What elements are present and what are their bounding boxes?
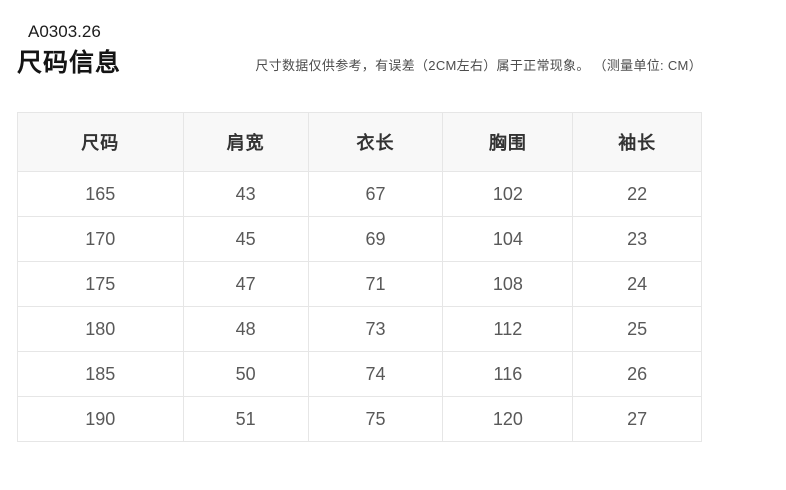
table-cell: 24 xyxy=(572,261,702,307)
table-cell: 27 xyxy=(572,396,702,442)
table-cell: 73 xyxy=(307,306,444,352)
section-header: 尺码信息 尺寸数据仅供参考，有误差（2CM左右）属于正常现象。 （测量单位: C… xyxy=(17,49,702,78)
size-table-header-row: 尺码 肩宽 衣长 胸围 袖长 xyxy=(17,112,702,172)
size-chart-table: 尺码 肩宽 衣长 胸围 袖长 165 43 67 102 22 170 45 69 104 23 175 47… xyxy=(17,112,702,442)
table-cell: 74 xyxy=(307,351,444,397)
table-cell: 71 xyxy=(307,261,444,307)
measurement-note: 尺寸数据仅供参考，有误差（2CM左右）属于正常现象。 （测量单位: CM） xyxy=(255,57,702,73)
table-cell: 104 xyxy=(442,216,574,262)
table-cell: 26 xyxy=(572,351,702,397)
table-cell: 50 xyxy=(182,351,309,397)
table-cell: 23 xyxy=(572,216,702,262)
table-cell: 67 xyxy=(307,171,444,217)
table-cell: 45 xyxy=(182,216,309,262)
table-cell: 116 xyxy=(442,351,574,397)
table-cell: 25 xyxy=(572,306,702,352)
column-header: 尺码 xyxy=(17,112,184,172)
size-table-body: 165 43 67 102 22 170 45 69 104 23 175 47 71 108 24 180 4… xyxy=(17,171,702,442)
table-row: 170 45 69 104 23 xyxy=(17,216,702,262)
column-header: 胸围 xyxy=(442,112,574,172)
table-cell: 102 xyxy=(442,171,574,217)
table-cell: 120 xyxy=(442,396,574,442)
table-row: 185 50 74 116 26 xyxy=(17,351,702,397)
product-code: A0303.26 xyxy=(28,22,101,41)
column-header: 衣长 xyxy=(307,112,444,172)
table-cell: 47 xyxy=(182,261,309,307)
table-cell: 190 xyxy=(17,396,184,442)
table-cell: 51 xyxy=(182,396,309,442)
table-cell: 180 xyxy=(17,306,184,352)
column-header: 肩宽 xyxy=(182,112,309,172)
section-title: 尺码信息 xyxy=(17,49,122,77)
table-row: 180 48 73 112 25 xyxy=(17,306,702,352)
table-cell: 22 xyxy=(572,171,702,217)
table-cell: 185 xyxy=(17,351,184,397)
table-cell: 165 xyxy=(17,171,184,217)
table-cell: 43 xyxy=(182,171,309,217)
table-cell: 69 xyxy=(307,216,444,262)
table-cell: 48 xyxy=(182,306,309,352)
table-cell: 112 xyxy=(442,306,574,352)
table-row: 175 47 71 108 24 xyxy=(17,261,702,307)
table-cell: 108 xyxy=(442,261,574,307)
table-cell: 170 xyxy=(17,216,184,262)
column-header: 袖长 xyxy=(572,112,702,172)
table-cell: 175 xyxy=(17,261,184,307)
table-row: 190 51 75 120 27 xyxy=(17,396,702,442)
table-cell: 75 xyxy=(307,396,444,442)
table-row: 165 43 67 102 22 xyxy=(17,171,702,217)
